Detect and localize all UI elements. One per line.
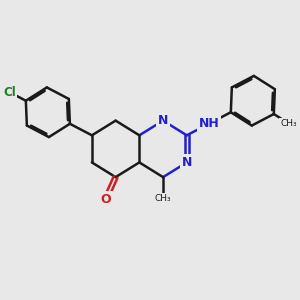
Text: CH₃: CH₃: [155, 194, 171, 203]
Text: N: N: [182, 156, 192, 169]
Text: CH₃: CH₃: [280, 119, 297, 128]
Text: N: N: [158, 114, 168, 127]
Text: NH: NH: [198, 117, 219, 130]
Text: O: O: [100, 193, 111, 206]
Text: Cl: Cl: [3, 85, 16, 99]
